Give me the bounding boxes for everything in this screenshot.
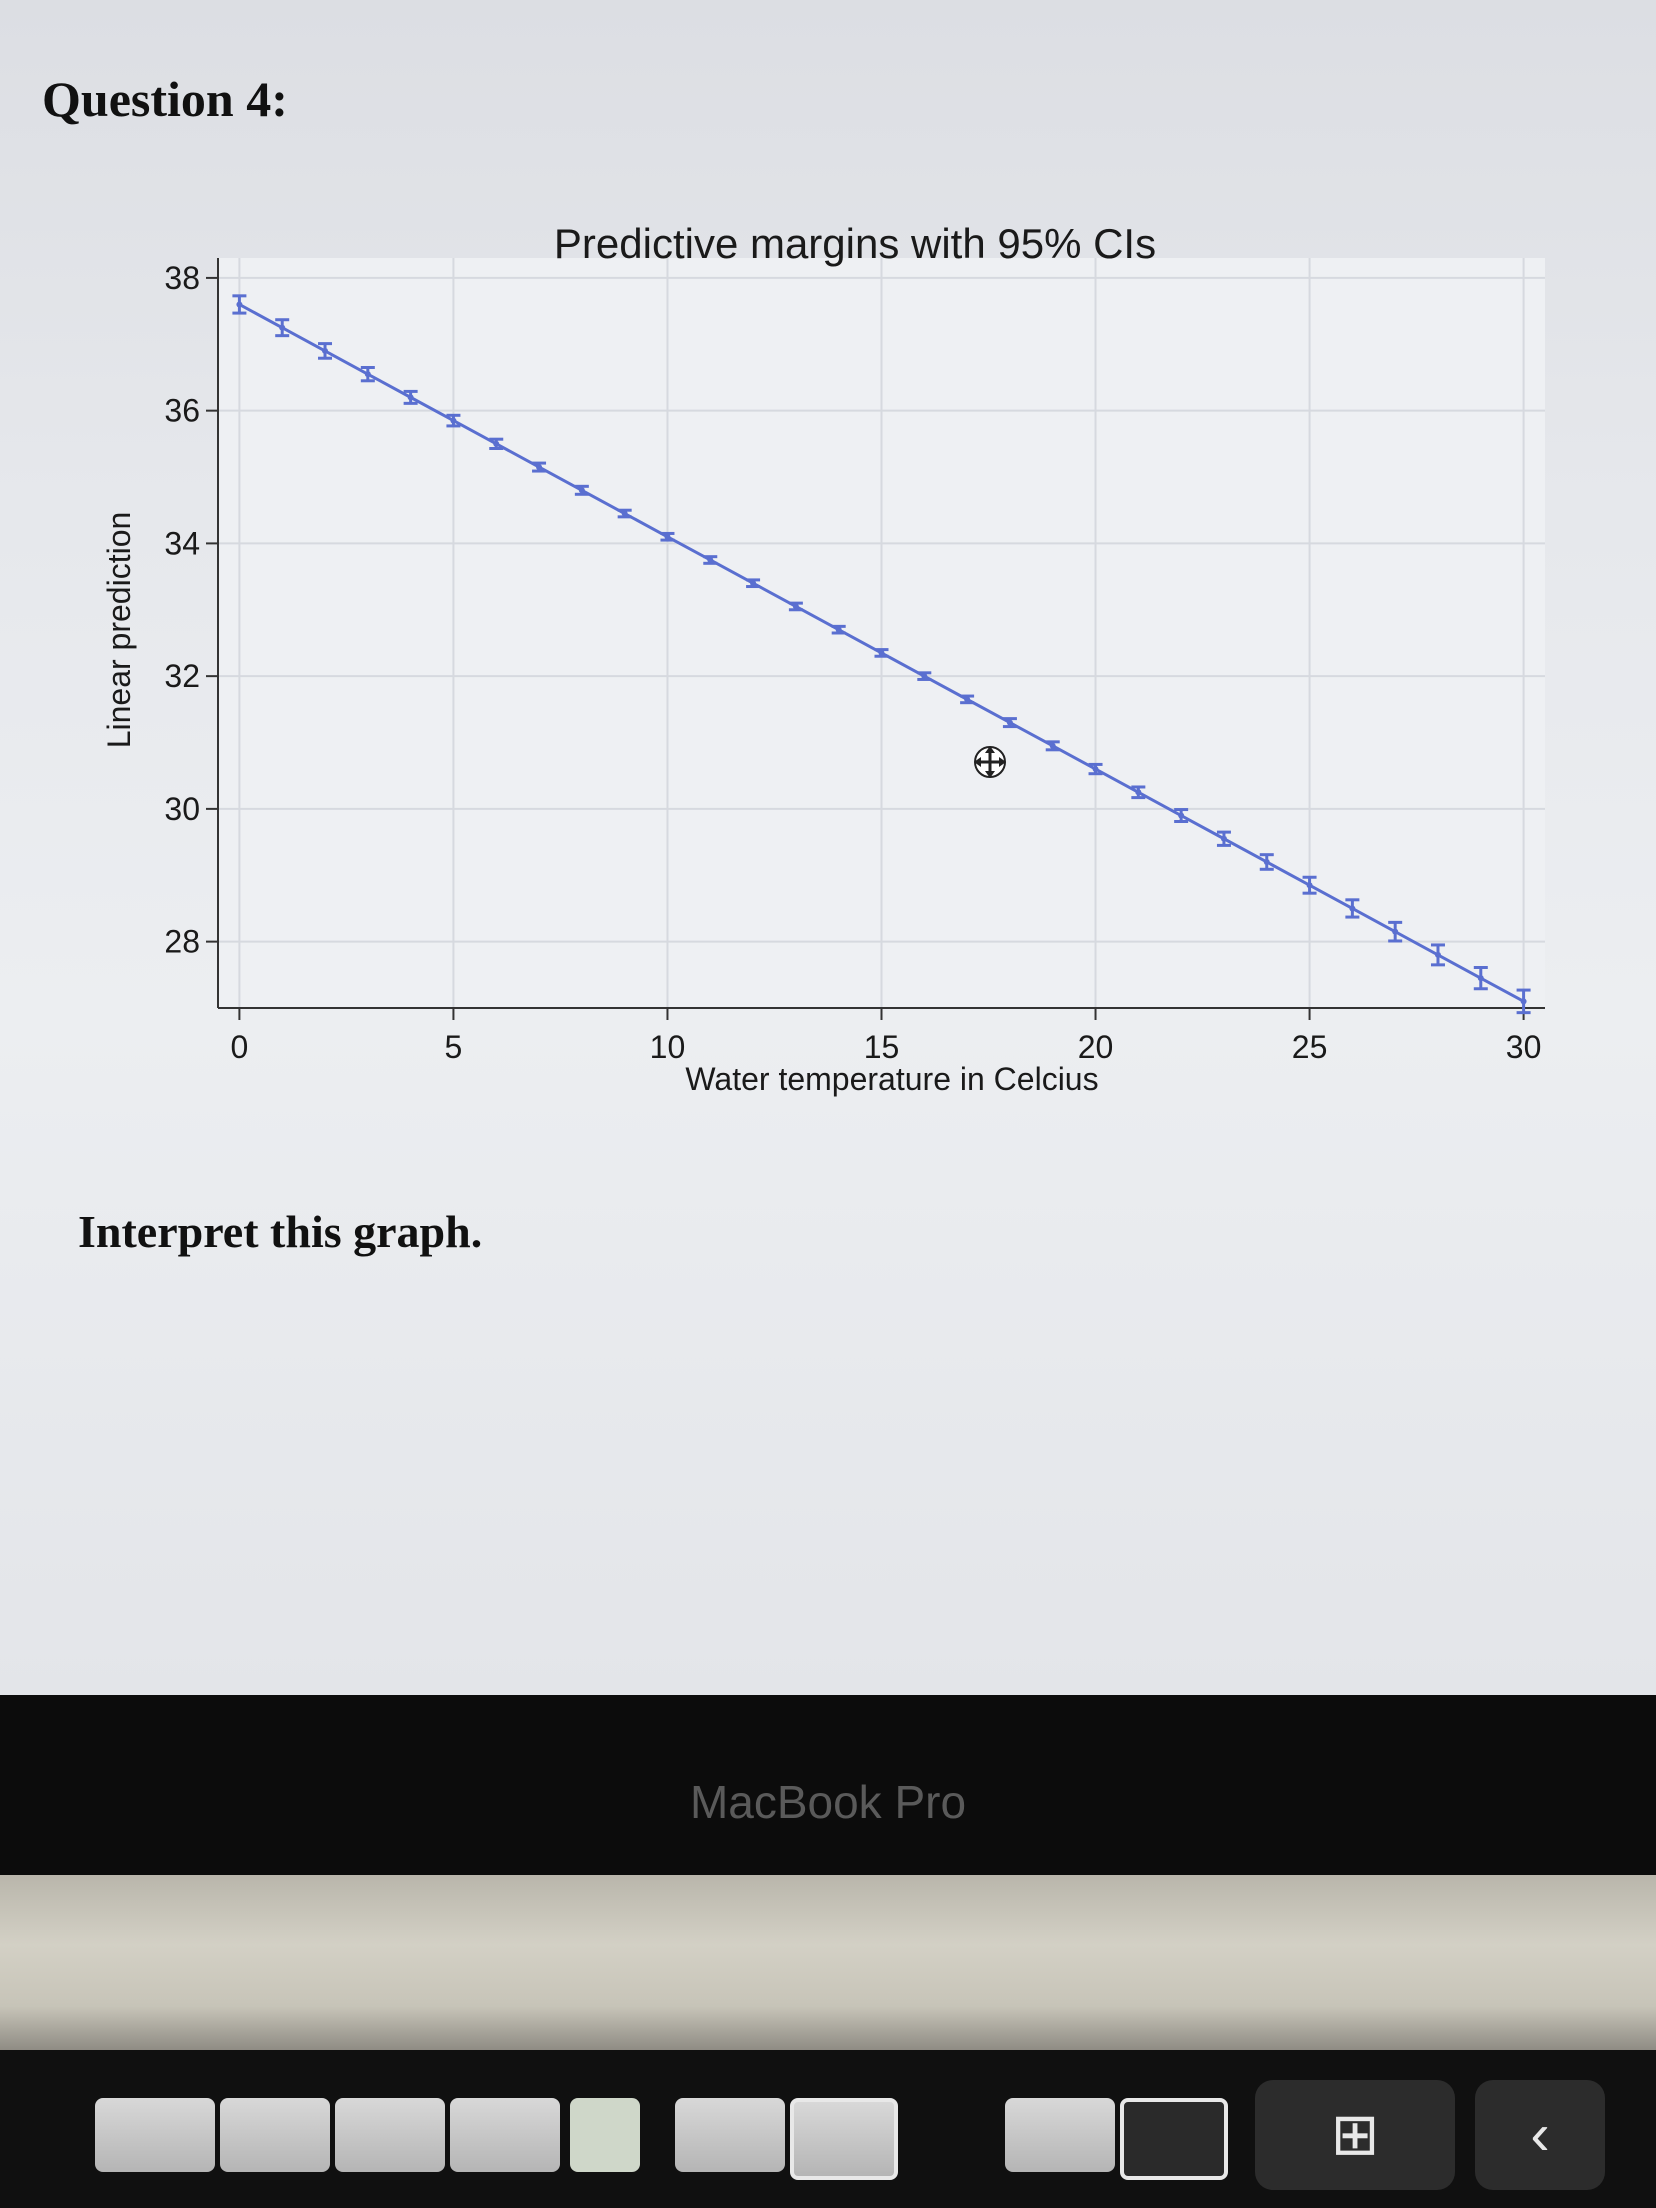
data-point [1392, 928, 1399, 935]
x-tick-label: 25 [1292, 1029, 1328, 1065]
data-point [835, 626, 842, 633]
touchbar-window-thumb-selected[interactable] [790, 2098, 898, 2180]
data-point [1349, 905, 1356, 912]
axes-layer: 0 5 10 15 20 25 30 28 30 32 34 36 38 [164, 258, 1545, 1065]
x-tick-label: 5 [445, 1029, 463, 1065]
data-point [407, 394, 414, 401]
data-point [1477, 975, 1484, 982]
series-layer [232, 294, 1531, 1015]
touchbar-window-thumb[interactable] [1005, 2098, 1115, 2172]
y-axis-label: Linear prediction [101, 512, 137, 749]
data-point [1520, 998, 1527, 1005]
data-point [1220, 835, 1227, 842]
question-title: Question 4: [42, 71, 288, 127]
touchbar-window-thumb[interactable] [675, 2098, 785, 2172]
data-point [921, 673, 928, 680]
data-point [707, 556, 714, 563]
data-point [493, 440, 500, 447]
data-point [1006, 719, 1013, 726]
x-tick-label: 10 [650, 1029, 686, 1065]
y-tick-label: 36 [164, 393, 200, 429]
data-point [964, 696, 971, 703]
touchbar-window-thumb[interactable] [95, 2098, 215, 2172]
chart: 0 5 10 15 20 25 30 28 30 32 34 36 38 Predictive marg… [101, 220, 1545, 1097]
touchbar-window-thumb[interactable] [450, 2098, 560, 2172]
x-tick-label: 0 [231, 1029, 249, 1065]
data-point [536, 464, 543, 471]
data-point [621, 510, 628, 517]
x-axis-label: Water temperature in Celcius [685, 1061, 1098, 1097]
data-point [1178, 812, 1185, 819]
touch-bar: ⊞ ‹ [0, 2050, 1656, 2208]
data-point [279, 324, 286, 331]
touchbar-window-thumb-selected[interactable] [1120, 2098, 1228, 2180]
touchbar-window-thumb[interactable] [570, 2098, 640, 2172]
data-point [322, 347, 329, 354]
laptop-bezel: MacBook Pro [0, 1695, 1656, 1875]
data-point [792, 603, 799, 610]
x-tick-label: 15 [864, 1029, 900, 1065]
data-point [1135, 789, 1142, 796]
data-point [236, 301, 243, 308]
data-point [1049, 742, 1056, 749]
data-point [578, 487, 585, 494]
data-point [1434, 951, 1441, 958]
prompt-text: Interpret this graph. [78, 1206, 483, 1257]
add-window-icon[interactable]: ⊞ [1255, 2080, 1455, 2190]
chart-title: Predictive margins with 95% CIs [554, 220, 1156, 267]
device-label: MacBook Pro [689, 1776, 967, 1828]
screen: Question 4: 0 5 10 15 20 25 30 28 30 32 34 36 38 Pre… [0, 0, 1656, 1695]
data-point [1306, 882, 1313, 889]
chevron-left-icon[interactable]: ‹ [1475, 2080, 1605, 2190]
y-tick-label: 28 [164, 924, 200, 960]
y-tick-label: 34 [164, 525, 200, 561]
move-cursor-icon [974, 746, 1006, 778]
data-point [878, 649, 885, 656]
y-tick-label: 30 [164, 791, 200, 827]
laptop-hinge [0, 1875, 1656, 2050]
grid-layer [218, 258, 1545, 1008]
data-point [750, 580, 757, 587]
data-point [364, 371, 371, 378]
data-point [1092, 766, 1099, 773]
touchbar-window-thumb[interactable] [335, 2098, 445, 2172]
y-tick-label: 32 [164, 658, 200, 694]
x-tick-label: 20 [1078, 1029, 1114, 1065]
x-tick-label: 30 [1506, 1029, 1542, 1065]
data-point [664, 533, 671, 540]
touchbar-window-thumb[interactable] [220, 2098, 330, 2172]
data-point [1263, 858, 1270, 865]
y-tick-label: 38 [164, 260, 200, 296]
data-point [450, 417, 457, 424]
